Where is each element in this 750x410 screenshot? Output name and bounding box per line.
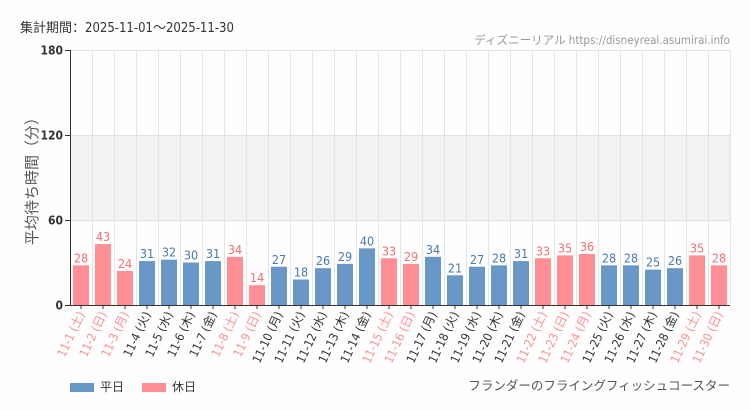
legend-swatch-weekday — [70, 383, 94, 392]
bar — [447, 275, 463, 305]
bar — [359, 248, 375, 305]
bar — [535, 258, 551, 305]
y-tick-label: 60 — [48, 214, 63, 228]
bar-value-label: 31 — [206, 246, 220, 261]
bar — [469, 266, 485, 305]
bar-value-label: 40 — [360, 233, 374, 248]
bar — [183, 262, 199, 305]
bar-value-label: 25 — [646, 255, 660, 270]
bar — [205, 261, 221, 305]
bar-value-label: 28 — [602, 250, 616, 265]
bar — [271, 266, 287, 305]
bar-value-label: 28 — [74, 250, 88, 265]
bar-value-label: 28 — [624, 250, 638, 265]
bar-value-label: 27 — [272, 252, 286, 267]
legend: 平日 休日 — [70, 378, 196, 395]
bar-value-label: 34 — [426, 242, 440, 257]
bar — [227, 256, 243, 305]
bar — [667, 268, 683, 305]
bar-value-label: 31 — [140, 246, 154, 261]
bar — [425, 256, 441, 305]
period-label: 集計期間：2025-11-01〜2025-11-30 — [20, 21, 234, 36]
bar — [403, 263, 419, 305]
bar — [337, 263, 353, 305]
bar-value-label: 28 — [492, 250, 506, 265]
bar — [645, 269, 661, 305]
bar-value-label: 26 — [668, 253, 682, 268]
bar — [689, 255, 705, 305]
bar-value-label: 14 — [250, 270, 264, 285]
site-credit: ディズニーリアル https://disneyreal.asumirai.inf… — [474, 33, 730, 47]
bar-value-label: 27 — [470, 252, 484, 267]
bar — [117, 271, 133, 305]
legend-item-weekday: 平日 — [70, 378, 124, 395]
bar — [139, 261, 155, 305]
bar — [557, 255, 573, 305]
bar — [381, 258, 397, 305]
y-tick-label: 180 — [40, 44, 63, 58]
bar — [579, 254, 595, 305]
bar-value-label: 33 — [382, 243, 396, 258]
bar-value-label: 30 — [184, 248, 198, 263]
y-tick-label: 0 — [55, 299, 63, 313]
bar — [161, 259, 177, 305]
bar — [249, 285, 265, 305]
bar — [293, 279, 309, 305]
legend-swatch-holiday — [142, 383, 167, 392]
bar-value-label: 36 — [580, 239, 594, 254]
bar-value-label: 33 — [536, 243, 550, 258]
bar-value-label: 26 — [316, 253, 330, 268]
bar-value-label: 29 — [404, 249, 418, 264]
bar-value-label: 34 — [228, 242, 242, 257]
legend-label-weekday: 平日 — [100, 380, 125, 394]
bar — [315, 268, 331, 305]
bar — [601, 265, 617, 305]
bar — [513, 261, 529, 305]
attraction-name: フランダーのフライングフィッシュコースター — [468, 378, 730, 393]
bar-value-label: 31 — [514, 246, 528, 261]
bar — [711, 265, 727, 305]
bar — [73, 265, 89, 305]
bar-value-label: 43 — [96, 229, 110, 244]
bar-value-label: 21 — [448, 260, 462, 275]
bar-value-label: 35 — [558, 240, 572, 255]
bar — [95, 244, 111, 305]
bar-value-label: 32 — [162, 245, 176, 260]
bar — [623, 265, 639, 305]
bar-value-label: 28 — [712, 250, 726, 265]
bar — [491, 265, 507, 305]
bar-value-label: 18 — [294, 265, 308, 280]
y-axis-label: 平均待ち時間（分） — [23, 110, 41, 245]
legend-item-holiday: 休日 — [142, 378, 196, 395]
legend-label-holiday: 休日 — [172, 380, 197, 394]
y-tick-label: 120 — [40, 129, 63, 143]
bar-value-label: 24 — [118, 256, 132, 271]
bar-value-label: 35 — [690, 240, 704, 255]
bar-value-label: 29 — [338, 249, 352, 264]
